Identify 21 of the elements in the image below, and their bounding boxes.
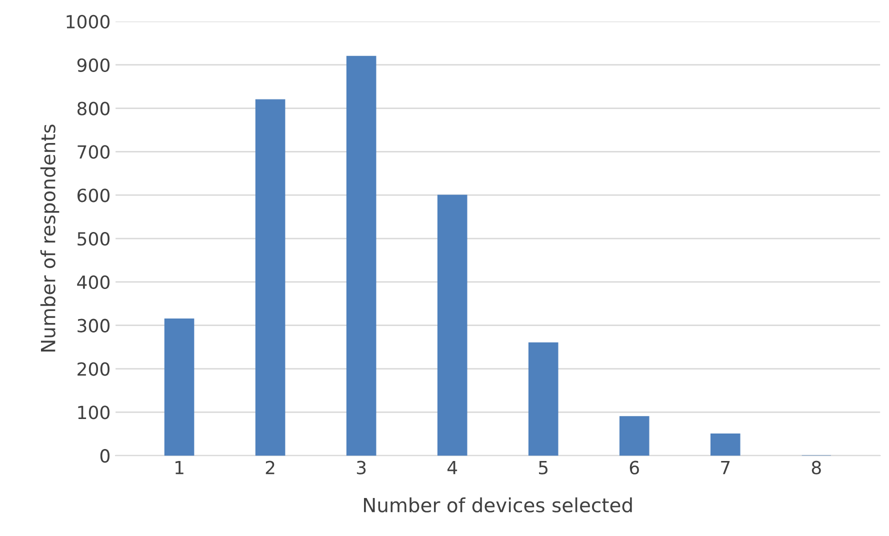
y-tick-label: 100 (78, 406, 110, 420)
x-tick-label: 6 (630, 460, 639, 474)
x-tick-label: 1 (176, 461, 184, 474)
x-tick-label: 2 (266, 460, 274, 474)
x-tick-label: 8 (812, 460, 821, 474)
y-axis-title: Number of respondents (40, 124, 60, 352)
y-tick-label: 700 (78, 145, 110, 159)
y-tick-label: 800 (77, 102, 110, 116)
y-tick-label: 400 (77, 275, 110, 290)
x-tick-label: 5 (539, 461, 548, 474)
x-tick-label: 4 (447, 461, 458, 474)
y-tick-label: 0 (100, 449, 110, 463)
y-tick-label: 900 (77, 58, 110, 72)
y-tick-label: 300 (78, 318, 110, 332)
y-tick-label: 200 (78, 362, 110, 376)
y-tick-label: 600 (78, 188, 110, 202)
x-axis-title: Number of devices selected (364, 497, 632, 512)
x-tick-label: 3 (356, 460, 366, 474)
y-tick-label: 1000 (66, 14, 110, 29)
x-tick-label: 7 (721, 461, 730, 474)
y-tick-label: 500 (78, 232, 110, 246)
